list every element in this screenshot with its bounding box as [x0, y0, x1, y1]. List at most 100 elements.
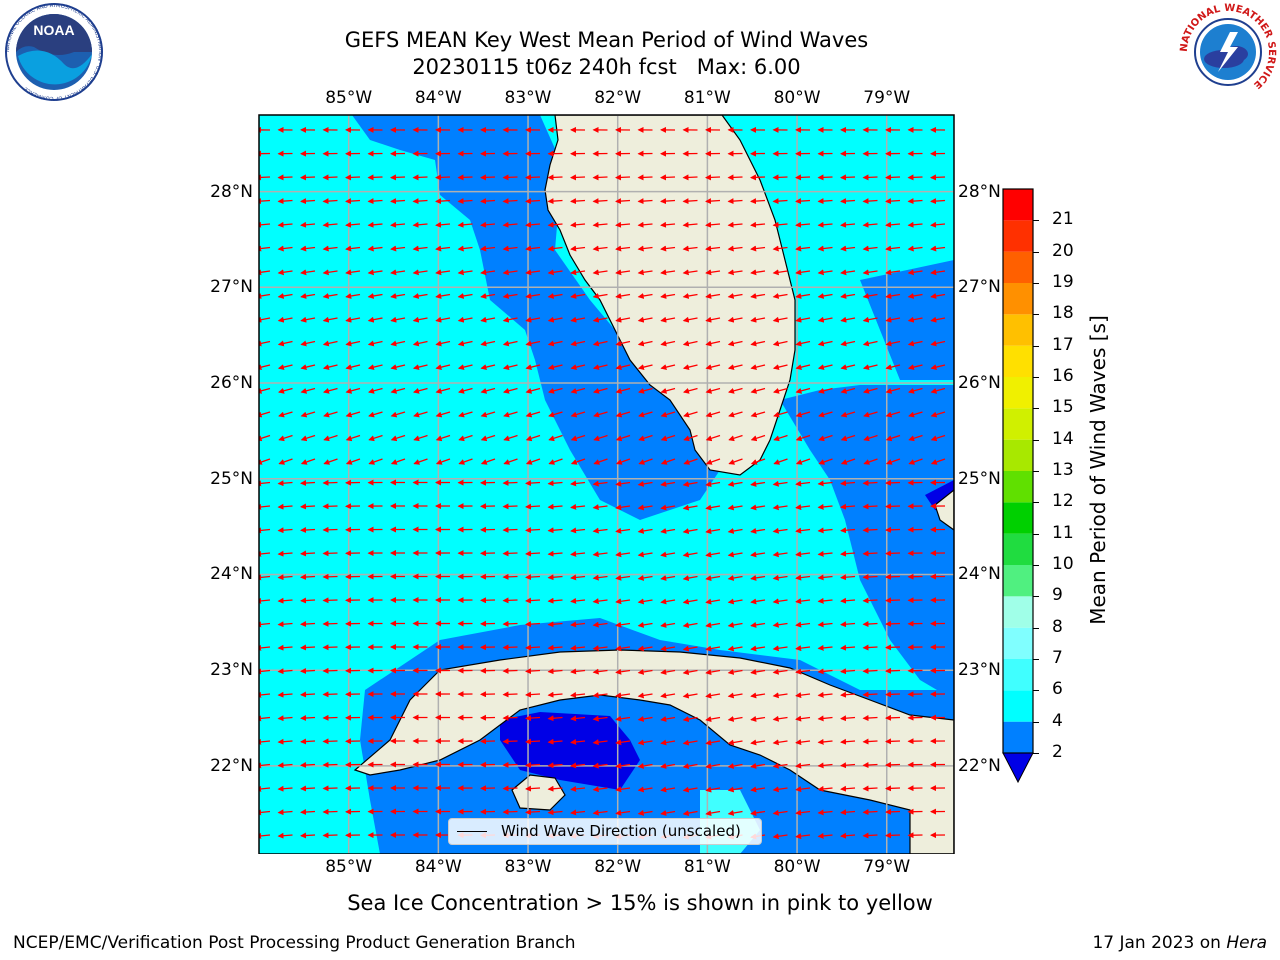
- wind-arrow: [502, 738, 518, 745]
- wind-arrow: [682, 692, 698, 699]
- wind-arrow: [795, 833, 811, 840]
- wind-arrow: [300, 434, 316, 442]
- wind-arrow: [390, 293, 406, 299]
- wind-arrow: [862, 574, 878, 581]
- wind-arrow: [277, 691, 293, 698]
- wind-arrow: [862, 269, 878, 276]
- wind-arrow: [570, 762, 586, 769]
- wind-arrow: [817, 597, 833, 604]
- wind-arrow: [322, 667, 338, 674]
- wind-arrow: [615, 269, 631, 276]
- wind-arrow: [615, 786, 631, 793]
- wind-arrow: [772, 715, 788, 722]
- wind-arrow: [818, 458, 833, 465]
- colorbar-cell: [1003, 251, 1033, 283]
- wind-arrow: [885, 738, 901, 745]
- lon-label-bottom: 83°W: [504, 857, 552, 877]
- wind-arrow: [817, 644, 833, 651]
- wind-arrow: [660, 198, 676, 205]
- wind-arrow: [259, 364, 271, 371]
- wind-arrow: [682, 622, 698, 629]
- wind-arrow: [885, 644, 901, 651]
- wind-arrow: [750, 458, 766, 465]
- wind-arrow: [705, 411, 721, 418]
- wind-arrow: [323, 387, 338, 394]
- lon-label-top: 80°W: [773, 88, 821, 108]
- wind-arrow: [795, 411, 811, 418]
- wind-arrow: [840, 411, 856, 418]
- wind-arrow: [773, 458, 788, 465]
- wind-arrow: [817, 198, 833, 205]
- wind-wave-arrows: [259, 126, 946, 840]
- wind-arrow: [795, 598, 811, 605]
- wind-arrow: [570, 597, 586, 604]
- wind-arrow: [930, 221, 946, 228]
- wind-arrow: [637, 198, 653, 205]
- wind-arrow: [862, 364, 878, 371]
- wind-arrow: [637, 269, 653, 276]
- wind-arrow: [637, 293, 653, 299]
- wind-arrow: [682, 269, 698, 276]
- colorbar-tick: 15: [1052, 397, 1074, 418]
- wind-arrow: [322, 832, 338, 839]
- wind-arrow: [547, 550, 563, 557]
- wind-arrow: [772, 527, 788, 534]
- wind-arrow: [592, 809, 608, 816]
- wind-arrow: [795, 692, 811, 699]
- wind-arrow: [502, 340, 518, 347]
- colorbar-tick: 12: [1052, 491, 1074, 512]
- wind-arrow: [570, 574, 586, 581]
- colorbar-tick-mark: [1033, 565, 1039, 566]
- wind-arrow: [570, 174, 586, 181]
- wind-arrow: [548, 434, 563, 442]
- wind-arrow: [300, 198, 316, 205]
- wind-arrow: [502, 761, 518, 768]
- wind-arrow: [772, 364, 788, 371]
- wind-arrow: [525, 174, 541, 181]
- wind-arrow: [705, 340, 721, 347]
- wind-arrow: [390, 364, 406, 371]
- wind-arrow: [840, 221, 856, 228]
- wind-arrow: [885, 269, 901, 276]
- wind-arrow: [502, 550, 518, 557]
- wind-arrow: [570, 364, 586, 371]
- wind-arrow: [525, 269, 541, 276]
- wind-arrow: [727, 598, 743, 605]
- wind-arrow: [682, 786, 698, 793]
- wind-arrow: [705, 716, 721, 723]
- wind-arrow: [390, 269, 406, 276]
- wind-arrow: [750, 434, 766, 442]
- wind-arrow: [637, 480, 653, 487]
- wind-arrow: [547, 597, 563, 604]
- wind-arrow: [638, 434, 653, 442]
- wind-arrow: [683, 458, 698, 465]
- wind-arrow: [480, 174, 496, 181]
- wind-arrow: [840, 832, 856, 839]
- wind-arrow: [593, 434, 608, 442]
- wind-arrow: [840, 293, 856, 299]
- wind-arrow: [592, 786, 608, 793]
- wind-arrow: [863, 411, 878, 418]
- wind-arrow: [615, 221, 631, 228]
- wind-arrow: [840, 644, 856, 651]
- wind-arrow: [615, 504, 631, 511]
- wind-arrow: [795, 527, 811, 534]
- wind-arrow: [547, 340, 563, 347]
- wind-arrow: [750, 245, 766, 252]
- wind-arrow: [637, 174, 653, 181]
- wind-arrow: [502, 198, 518, 205]
- wind-arrow: [885, 573, 901, 580]
- lon-label-top: 85°W: [325, 88, 373, 108]
- wind-arrow: [345, 316, 361, 323]
- wind-arrow: [502, 573, 518, 580]
- colorbar-tick: 7: [1052, 648, 1063, 668]
- lat-label-left: 25°N: [210, 468, 253, 489]
- wind-arrow: [323, 411, 338, 418]
- wind-arrow: [367, 198, 383, 205]
- wind-arrow: [705, 528, 721, 535]
- wind-arrow: [795, 269, 811, 276]
- wind-arrow: [750, 645, 766, 652]
- lat-label-right: 24°N: [958, 564, 1001, 585]
- colorbar-tick: 13: [1052, 460, 1074, 480]
- wind-arrow: [570, 434, 586, 442]
